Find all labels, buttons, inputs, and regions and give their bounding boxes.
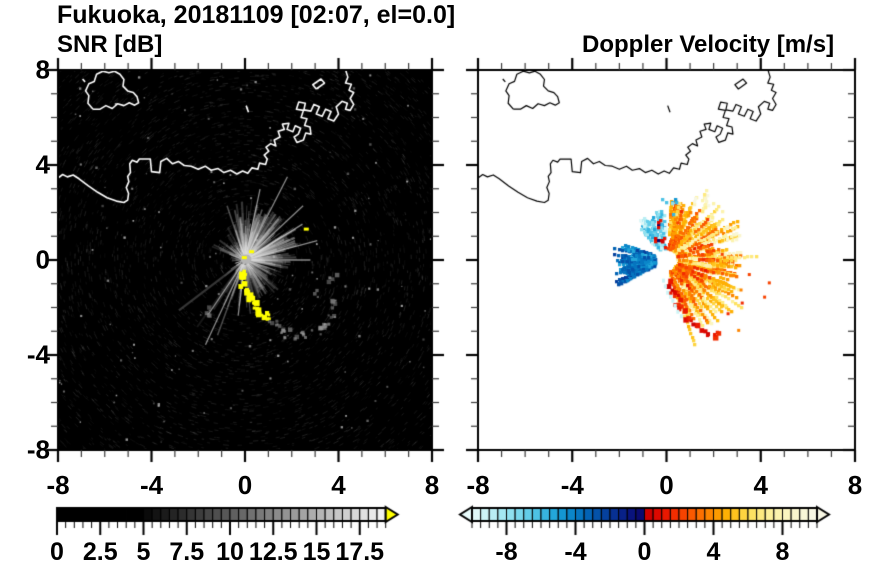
x-tick-label-snr: 8 [424,470,440,500]
x-tick-label-snr: 4 [331,470,346,500]
velocity-colorbar-tick-label: -4 [564,538,587,566]
y-tick-label: 0 [35,244,50,275]
y-tick-label: -8 [26,434,50,465]
x-tick-label-velocity: 0 [659,470,674,500]
velocity-colorbar-tick-label: 8 [775,538,790,566]
x-tick-label-snr: 0 [237,470,253,500]
velocity-colorbar-tick-label: 4 [706,538,721,566]
velocity-colorbar-tick-label: 0 [637,538,652,566]
snr-colorbar-tick-label: 17.5 [335,538,385,566]
y-tick-label: -4 [26,339,50,370]
snr-colorbar-tick-label: 7.5 [169,538,205,566]
snr-colorbar-tick-label: 2.5 [82,538,118,566]
snr-panel [58,70,432,450]
snr-colorbar-tick-label: 5 [136,538,151,566]
velocity-colorbar [460,506,830,524]
x-tick-label-velocity: -4 [560,470,584,500]
y-tick-label: 8 [35,54,50,85]
snr-colorbar-tick-label: 10 [216,538,244,566]
snr-colorbar-tick-label: 15 [302,538,331,566]
velocity-panel-title: Doppler Velocity [m/s] [582,31,835,58]
velocity-colorbar-tick-label: -8 [495,538,518,566]
snr-colorbar-tick-label: 0 [50,538,64,566]
velocity-panel [478,70,855,450]
x-tick-label-velocity: -8 [466,470,490,500]
x-tick-label-velocity: 8 [847,470,863,500]
snr-panel-title: SNR [dB] [57,31,163,58]
y-tick-label: 4 [35,149,50,180]
x-tick-label-velocity: 4 [753,470,768,500]
x-tick-label-snr: -4 [139,470,164,500]
snr-colorbar [57,506,399,524]
figure-title: Fukuoka, 20181109 [02:07, el=0.0] [57,1,456,29]
snr-colorbar-tick-label: 12.5 [248,538,298,566]
x-tick-label-snr: -8 [46,470,70,500]
